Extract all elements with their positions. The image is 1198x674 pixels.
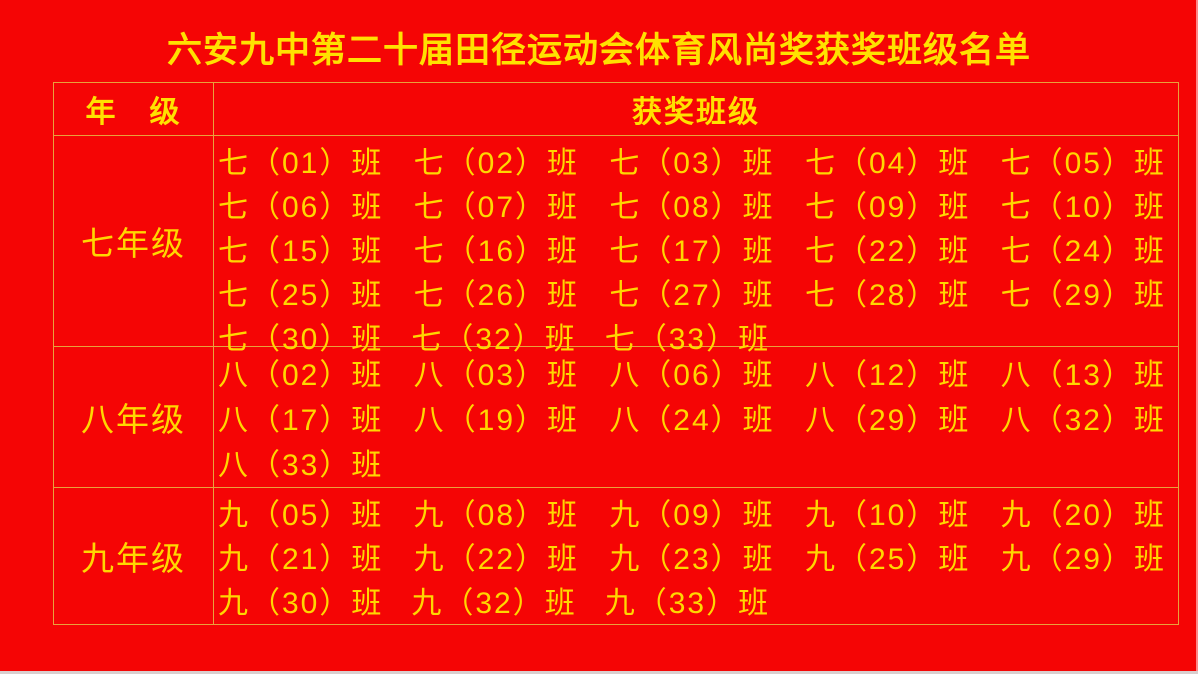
class-entry: 九（30）班 (218, 587, 384, 620)
class-entry: 九（22）班 (413, 543, 580, 576)
class-entry: 八（12）班 (804, 359, 971, 392)
class-line: 九（05）班 九（08）班 九（09）班 九（10）班 九（20）班 (218, 490, 1166, 534)
column-header-classes: 获奖班级 (632, 96, 760, 129)
class-entry: 八（02）班 (218, 359, 384, 392)
class-entry: 九（08）班 (413, 499, 580, 532)
class-entry: 七（24）班 (1000, 235, 1166, 268)
grade-label: 七年级 (54, 136, 214, 346)
class-entry: 八（13）班 (1000, 359, 1166, 392)
column-header-grade: 年 级 (54, 83, 214, 135)
table-body: 七年级 七（01）班 七（02）班 七（03）班 七（04）班 七（05）班 七（06）班七… (54, 136, 1178, 624)
class-entry: 八（24）班 (609, 404, 775, 437)
class-entry: 九（25）班 (804, 543, 971, 576)
classes-cell: 七（01）班 七（02）班 七（03）班 七（04）班 七（05）班 七（06）班 七（07… (214, 136, 1178, 356)
class-entry: 七（16）班 (413, 235, 580, 268)
class-entry: 九（29）班 (1000, 543, 1166, 576)
class-line: 八（02）班 八（03）班 八（06）班 八（12）班 八（13）班 (218, 350, 1166, 394)
class-entry: 七（02）班 (413, 147, 580, 180)
table-row: 九年级 九（05）班 九（08）班 九（09）班 九（10）班 九（20）班 九（21）班九… (54, 488, 1178, 624)
grade-label: 九年级 (54, 488, 214, 624)
class-entry: 七（01）班 (218, 147, 384, 180)
class-entry: 八（06）班 (609, 359, 775, 392)
class-entry: 七（26）班 (413, 279, 580, 312)
class-line: 七（30）班 七（32）班 七（33）班 (218, 314, 1166, 358)
class-entry: 九（09）班 (609, 499, 775, 532)
class-entry: 七（25）班 (218, 279, 384, 312)
table-header-row: 年 级 获奖班级 (54, 83, 1178, 136)
class-entry: 九（10）班 (804, 499, 971, 532)
class-entry: 七（04）班 (804, 147, 971, 180)
class-entry: 七（30）班 (218, 323, 384, 356)
classes-cell: 九（05）班 九（08）班 九（09）班 九（10）班 九（20）班 九（21）班 九（22… (214, 488, 1178, 624)
class-line: 八（17）班 八（19）班 八（24）班 八（29）班 八（32）班 (218, 395, 1166, 439)
slide-edge-right (1196, 0, 1198, 674)
class-entry: 七（27）班 (609, 279, 775, 312)
slide-edge-bottom (0, 671, 1198, 674)
table-row: 八年级 八（02）班 八（03）班 八（06）班 八（12）班 八（13）班 八（17）班八… (54, 347, 1178, 488)
class-entry: 八（32）班 (1000, 404, 1166, 437)
class-entry: 八（17）班 (218, 404, 384, 437)
class-entry: 七（32）班 (411, 323, 577, 356)
class-entry: 八（03）班 (413, 359, 580, 392)
class-entry: 八（29）班 (804, 404, 971, 437)
class-entry: 九（33）班 (604, 587, 771, 620)
class-entry: 七（33）班 (604, 323, 771, 356)
class-line: 八（33）班 (218, 440, 1166, 484)
class-entry: 七（08）班 (609, 191, 775, 224)
class-entry: 七（15）班 (218, 235, 384, 268)
class-entry: 七（03）班 (609, 147, 775, 180)
table-row: 七年级 七（01）班 七（02）班 七（03）班 七（04）班 七（05）班 七（06）班七… (54, 136, 1178, 356)
class-entry: 九（23）班 (609, 543, 775, 576)
class-entry: 九（21）班 (218, 543, 384, 576)
class-entry: 七（10）班 (1000, 191, 1166, 224)
page-title: 六安九中第二十届田径运动会体育风尚奖获奖班级名单 (166, 31, 1031, 70)
award-table: 年 级 获奖班级 七年级 七（01）班 七（02）班 七（03）班 七（04）班 七（05… (53, 82, 1179, 625)
grade-label: 八年级 (54, 347, 214, 487)
class-entry: 九（05）班 (218, 499, 384, 532)
class-entry: 七（17）班 (609, 235, 775, 268)
class-entry: 七（06）班 (218, 191, 384, 224)
class-entry: 七（28）班 (804, 279, 971, 312)
class-entry: 七（22）班 (804, 235, 971, 268)
class-line: 七（25）班 七（26）班 七（27）班 七（28）班 七（29）班 (218, 270, 1166, 314)
class-line: 七（15）班 七（16）班 七（17）班 七（22）班 七（24）班 (218, 226, 1166, 270)
class-line: 七（01）班 七（02）班 七（03）班 七（04）班 七（05）班 (218, 138, 1166, 182)
class-entry: 八（33）班 (218, 449, 384, 482)
class-entry: 八（19）班 (413, 404, 580, 437)
class-entry: 七（29）班 (1000, 279, 1166, 312)
class-entry: 七（07）班 (413, 191, 580, 224)
classes-cell: 八（02）班 八（03）班 八（06）班 八（12）班 八（13）班 八（17）班 八（19… (214, 347, 1178, 487)
class-entry: 九（20）班 (1000, 499, 1166, 532)
class-entry: 九（32）班 (411, 587, 577, 620)
class-entry: 七（09）班 (804, 191, 971, 224)
class-line: 九（21）班 九（22）班 九（23）班 九（25）班 九（29）班 (218, 534, 1166, 578)
class-line: 九（30）班 九（32）班 九（33）班 (218, 578, 1166, 622)
class-line: 七（06）班 七（07）班 七（08）班 七（09）班 七（10）班 (218, 182, 1166, 226)
class-entry: 七（05）班 (1000, 147, 1166, 180)
